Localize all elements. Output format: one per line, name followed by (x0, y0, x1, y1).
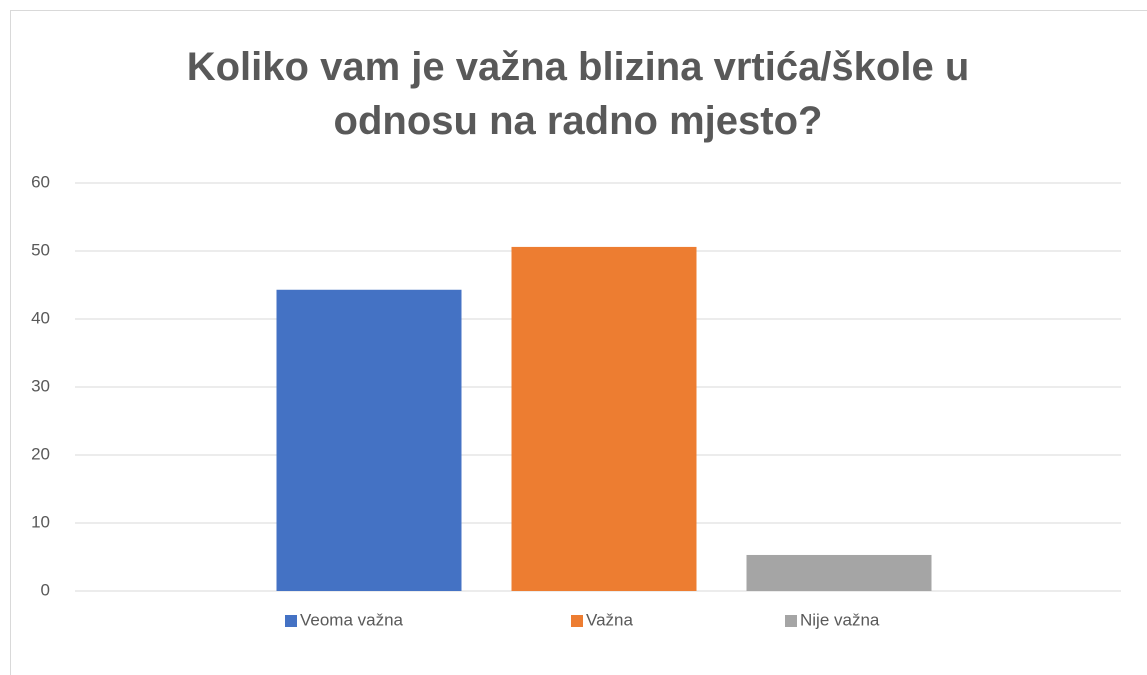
legend-swatch (571, 615, 583, 627)
legend-swatch (285, 615, 297, 627)
y-tick-label: 20 (31, 444, 50, 463)
chart-border (10, 10, 1147, 675)
bar (511, 246, 697, 592)
bar (276, 289, 462, 591)
legend-swatch (785, 615, 797, 627)
chart-title: Koliko vam je važna blizina vrtića/škole… (186, 45, 970, 143)
y-tick-label: 60 (31, 172, 50, 191)
legend-label: Veoma važna (300, 610, 404, 629)
y-tick-label: 50 (31, 240, 50, 259)
y-tick-label: 40 (31, 308, 50, 327)
legend-label: Nije važna (800, 610, 880, 629)
y-tick-label: 30 (31, 376, 50, 395)
y-tick-label: 10 (31, 512, 50, 531)
legend-label: Važna (586, 610, 633, 629)
y-tick-label: 0 (41, 580, 50, 599)
bar (746, 554, 932, 591)
